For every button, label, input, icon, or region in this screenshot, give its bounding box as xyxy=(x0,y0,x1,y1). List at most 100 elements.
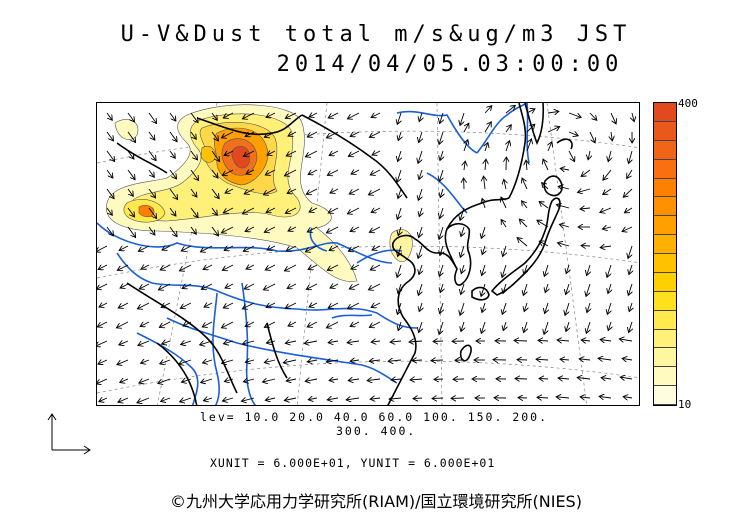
wind-vector-arrow xyxy=(106,207,112,215)
wind-vector-arrow xyxy=(264,360,276,363)
wind-vector-arrow xyxy=(566,321,569,332)
wind-vector-arrow xyxy=(556,397,570,398)
wind-vector-arrow xyxy=(629,302,632,312)
wind-vector-arrow xyxy=(182,379,192,382)
wind-vector-arrow xyxy=(222,360,234,363)
wind-vector-arrow xyxy=(181,341,192,345)
wind-vector-arrow xyxy=(190,150,198,160)
wind-vector-arrow xyxy=(347,302,360,309)
wind-vector-arrow xyxy=(201,379,213,383)
wind-vector-arrow xyxy=(544,321,549,334)
wind-vector-arrow xyxy=(222,398,234,401)
wind-vector-arrow xyxy=(179,264,192,271)
wind-vector-arrow xyxy=(264,321,276,327)
wind-vector-arrow xyxy=(148,112,157,124)
wind-vector-arrow xyxy=(418,245,423,258)
wind-vector-arrow xyxy=(419,169,422,180)
wind-vector-arrow xyxy=(586,283,591,296)
wind-vector-arrow xyxy=(568,112,581,118)
wind-vector-arrow xyxy=(526,109,535,113)
wind-vector-arrow xyxy=(327,264,339,270)
wind-vector-arrow xyxy=(211,150,220,162)
wind-vector-arrow xyxy=(287,189,297,194)
reference-vector-axes xyxy=(47,413,91,455)
wind-vector-arrow xyxy=(397,112,401,124)
wind-vector-arrow xyxy=(348,245,360,251)
wind-vector-arrow xyxy=(211,207,217,215)
wind-vector-arrow xyxy=(223,207,234,213)
wind-vector-arrow xyxy=(243,379,255,382)
wind-vector-arrow xyxy=(349,283,360,289)
wind-vector-arrow xyxy=(305,245,318,252)
map-canvas xyxy=(97,103,639,405)
wind-vector-arrow xyxy=(350,322,360,327)
wind-vector-arrow xyxy=(99,398,108,402)
wind-vector-arrow xyxy=(201,283,213,289)
wind-vector-arrow xyxy=(285,302,297,308)
wind-vector-arrow xyxy=(608,321,611,331)
wind-vector-arrow xyxy=(223,302,234,308)
wind-vector-arrow xyxy=(558,186,570,189)
wind-vector-arrow xyxy=(371,303,381,308)
legend-color-swatch xyxy=(654,291,676,311)
wind-vector-arrow xyxy=(607,264,612,277)
wind-vector-arrow xyxy=(410,379,423,380)
wind-vector-arrow xyxy=(285,112,297,118)
wind-vector-arrow xyxy=(398,131,401,141)
wind-vector-arrow xyxy=(309,208,318,212)
wind-vector-arrow xyxy=(608,150,611,162)
wind-vector-arrow xyxy=(118,398,129,402)
wind-vector-arrow xyxy=(127,207,135,217)
legend-color-swatch xyxy=(654,310,676,330)
wind-vector-arrow xyxy=(285,207,297,213)
wind-vector-arrow xyxy=(370,398,381,399)
wind-vector-arrow xyxy=(524,321,527,333)
wind-vector-arrow xyxy=(589,131,595,143)
wind-vector-arrow xyxy=(211,188,219,199)
wind-vector-arrow xyxy=(522,178,528,190)
wind-vector-arrow xyxy=(224,246,234,251)
wind-vector-arrow xyxy=(221,131,234,138)
wind-vector-arrow xyxy=(263,283,276,290)
wind-vector-arrow xyxy=(434,379,444,380)
wind-vector-arrow xyxy=(307,226,318,232)
wind-vector-arrow xyxy=(127,150,134,159)
wind-vector-arrow xyxy=(346,398,360,400)
wind-vector-arrow xyxy=(127,112,135,122)
wind-vector-arrow xyxy=(629,150,633,164)
wind-vector-arrow xyxy=(368,188,381,195)
wind-vector-arrow xyxy=(116,321,129,328)
wind-vector-arrow xyxy=(162,341,171,344)
wind-vector-arrow xyxy=(523,283,527,295)
wind-vector-arrow xyxy=(409,341,423,342)
wind-vector-arrow xyxy=(439,131,444,144)
wind-vector-arrow xyxy=(607,302,611,314)
wind-vector-arrow xyxy=(307,360,318,362)
legend-color-swatch xyxy=(654,178,676,198)
wind-vector-arrow xyxy=(288,322,297,326)
wind-vector-arrow xyxy=(577,378,591,380)
wind-vector-arrow xyxy=(245,132,255,137)
legend-color-swatch xyxy=(654,367,676,387)
wind-vector-arrow xyxy=(351,265,360,269)
wind-vector-arrow xyxy=(369,131,381,137)
wind-vector-arrow xyxy=(484,106,492,114)
legend-color-swatch xyxy=(654,235,676,254)
wind-vector-arrow xyxy=(141,360,150,363)
wind-vector-arrow xyxy=(502,302,506,314)
wind-vector-arrow xyxy=(306,283,318,289)
wind-vector-arrow xyxy=(389,398,402,399)
wind-vector-arrow xyxy=(242,112,255,119)
wind-vector-arrow xyxy=(578,189,591,192)
wind-vector-arrow xyxy=(464,140,468,152)
wind-vector-arrow xyxy=(461,321,464,332)
wind-vector-arrow xyxy=(371,113,381,118)
wind-vector-arrow xyxy=(244,188,255,194)
wind-vector-arrow xyxy=(460,302,465,315)
wind-vector-arrow xyxy=(328,341,339,343)
wind-vector-arrow xyxy=(119,246,129,251)
wind-vector-arrow xyxy=(419,321,422,333)
wind-vector-arrow xyxy=(127,131,136,143)
wind-vector-arrow xyxy=(203,398,213,401)
wind-vector-arrow xyxy=(349,188,360,194)
